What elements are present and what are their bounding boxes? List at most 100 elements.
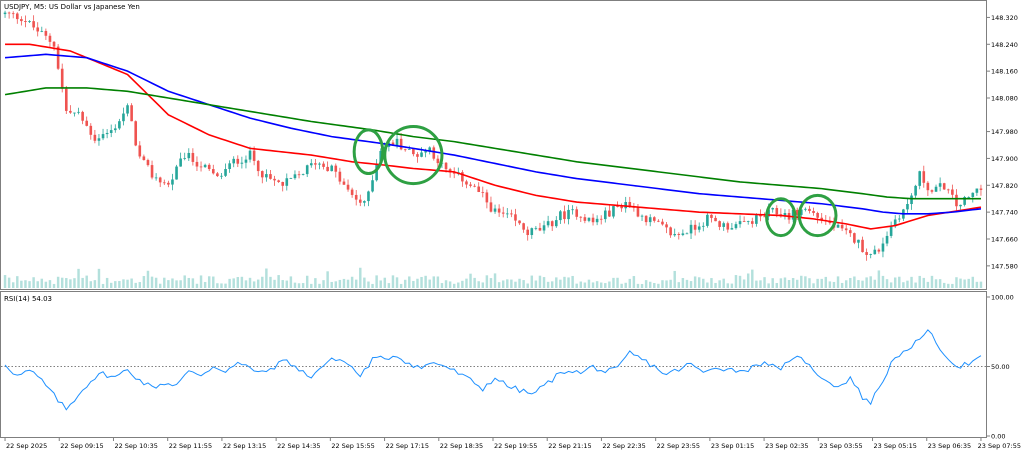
candle-body — [122, 113, 125, 122]
candle-body — [922, 171, 926, 183]
candle-body — [297, 174, 301, 176]
volume-bar — [318, 283, 321, 288]
volume-bar — [828, 281, 832, 288]
volume-bar — [195, 283, 199, 288]
volume-bar — [497, 282, 501, 288]
volume-bar — [224, 283, 227, 288]
volume-bar — [616, 277, 619, 288]
volume-bar — [252, 281, 256, 288]
candle-body — [399, 138, 403, 150]
volume-bar — [273, 279, 276, 288]
volume-bar — [506, 279, 509, 288]
volume-bar — [477, 281, 480, 288]
candle-body — [567, 209, 570, 220]
candle-body — [579, 216, 583, 218]
volume-bar — [873, 279, 877, 288]
candle-body — [914, 185, 917, 196]
volume-bar — [849, 277, 852, 288]
price-tick-label: 148.240 — [991, 41, 1018, 49]
candle-body — [722, 223, 726, 227]
candle-body — [714, 217, 717, 222]
volume-bar — [179, 280, 182, 288]
candle-body — [269, 174, 272, 179]
candle-body — [624, 201, 628, 209]
volume-bar — [24, 280, 27, 288]
candle-body — [689, 224, 693, 234]
candle-body — [240, 162, 244, 164]
volume-bar — [591, 282, 595, 288]
volume-bar — [187, 277, 191, 288]
volume-bar — [77, 268, 80, 288]
price-tick-label: 147.980 — [991, 128, 1018, 136]
candle-body — [657, 220, 660, 222]
volume-bars — [3, 267, 983, 288]
volume-bar — [199, 275, 203, 288]
candle-body — [616, 206, 619, 207]
candle-body — [142, 156, 146, 161]
candle-body — [934, 186, 938, 192]
volume-bar — [575, 283, 578, 288]
volume-bar — [555, 277, 558, 288]
candle-body — [220, 175, 223, 177]
annotation-circle — [797, 193, 838, 238]
volume-bar — [277, 275, 280, 288]
volume-bar — [448, 281, 452, 288]
volume-bar — [11, 282, 15, 288]
volume-bar — [85, 275, 88, 288]
candle-body — [612, 206, 615, 217]
candle-body — [734, 224, 738, 229]
candle-body — [575, 209, 579, 217]
volume-bar — [881, 275, 885, 288]
volume-bar — [967, 278, 970, 288]
time-tick-label: 22 Sep 10:35 — [114, 442, 157, 450]
candlestick-series[interactable] — [3, 10, 983, 261]
volume-bar — [644, 280, 648, 288]
candle-body — [763, 216, 766, 218]
candle-body — [746, 221, 750, 222]
volume-bar — [481, 282, 485, 288]
price-axis[interactable]: 148.320 148.240 148.160 148.080 147.980 147.9… — [986, 14, 1018, 270]
time-tick-label: 22 Sep 17:15 — [386, 442, 429, 450]
candle-body — [89, 125, 93, 135]
time-axis[interactable]: 22 Sep 2025 22 Sep 09:15 22 Sep 10:35 22 Se… — [4, 437, 1021, 451]
candle-body — [926, 182, 930, 191]
volume-bar — [522, 280, 525, 288]
volume-bar — [473, 277, 476, 288]
volume-bar — [301, 283, 305, 288]
candle-body — [881, 243, 885, 252]
candle-body — [595, 218, 599, 223]
candle-body — [126, 105, 129, 114]
price-tick-label: 147.580 — [991, 262, 1018, 270]
volume-bar — [893, 277, 897, 288]
volume-bar — [158, 283, 162, 288]
volume-bar — [869, 276, 872, 288]
candle-body — [113, 128, 117, 131]
volume-bar — [567, 277, 570, 288]
volume-bar — [220, 283, 223, 288]
candle-body — [693, 224, 697, 230]
volume-bar — [44, 281, 48, 288]
volume-bar — [628, 278, 632, 288]
volume-bar — [526, 283, 529, 288]
candle-body — [150, 165, 154, 178]
volume-bar — [399, 283, 403, 288]
candle-body — [685, 233, 689, 235]
price-tick-label: 147.900 — [991, 155, 1018, 163]
volume-bar — [812, 283, 815, 288]
candle-body — [285, 178, 289, 186]
volume-bar — [914, 282, 917, 288]
volume-bar — [530, 275, 534, 288]
candle-body — [979, 188, 983, 190]
candle-body — [363, 201, 366, 203]
candle-body — [963, 196, 966, 205]
candle-body — [134, 121, 138, 146]
candle-body — [677, 234, 681, 235]
volume-bar — [440, 283, 444, 288]
candle-body — [648, 217, 652, 223]
volume-bar — [979, 281, 983, 288]
candle-body — [640, 215, 644, 217]
candle-body — [967, 196, 971, 198]
volume-bar — [228, 278, 231, 288]
